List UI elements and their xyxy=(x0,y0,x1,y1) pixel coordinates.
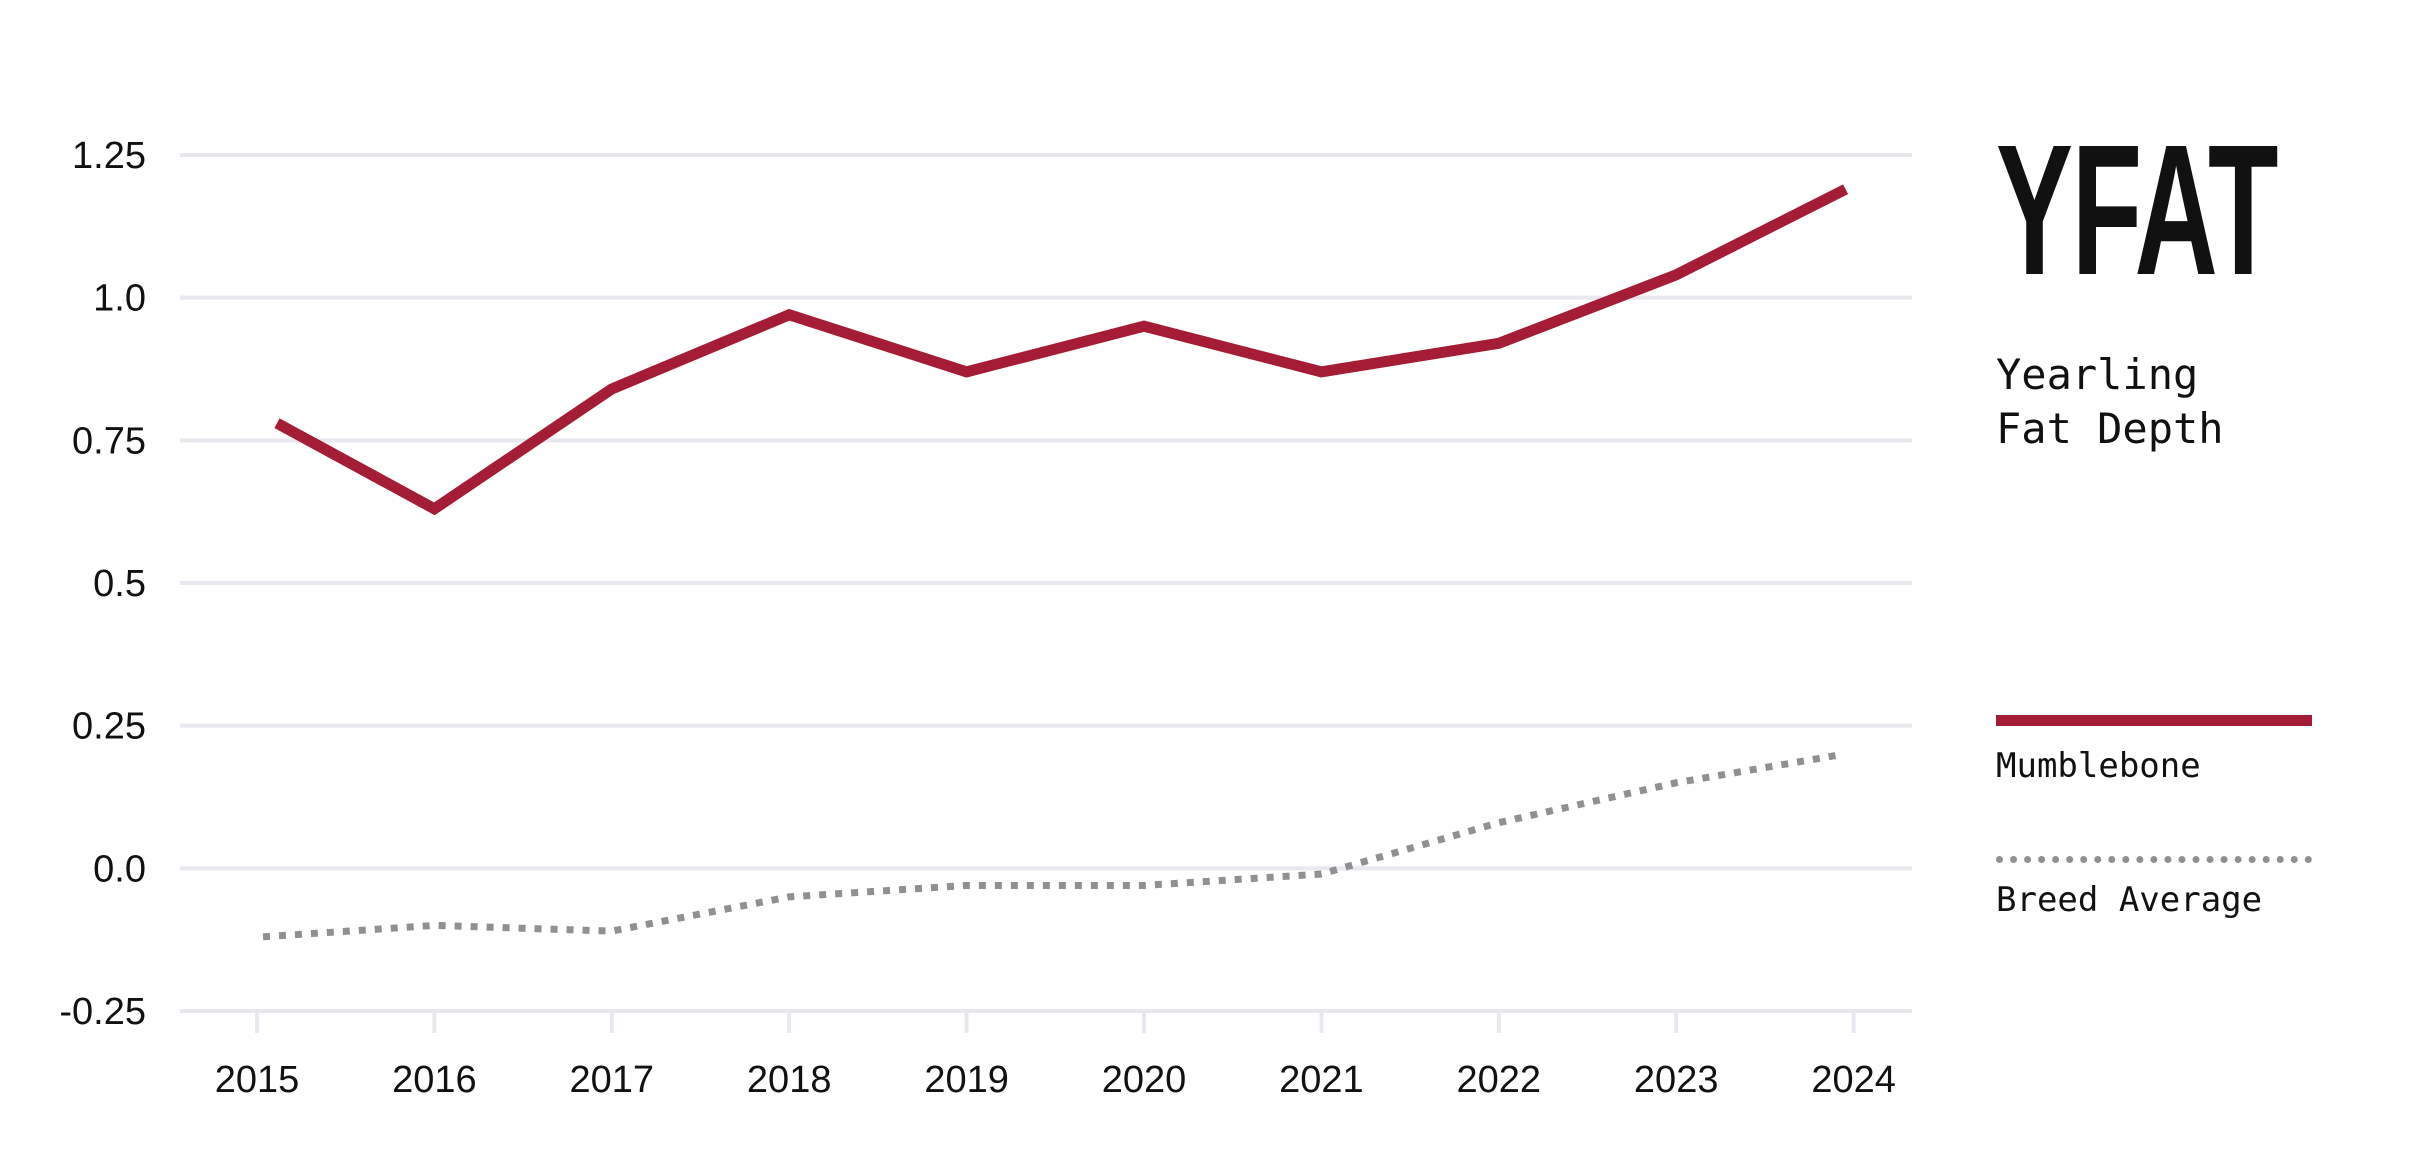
x-tick-label: 2024 xyxy=(1811,1059,1896,1101)
y-tick-label: 0.0 xyxy=(93,848,146,890)
y-tick-label: -0.25 xyxy=(59,991,146,1033)
series-line-mumblebone xyxy=(274,184,1849,516)
legend-swatch-mumblebone xyxy=(1996,715,2312,726)
y-tick-label: 1.0 xyxy=(93,278,146,320)
y-tick-label: 0.5 xyxy=(93,563,146,605)
x-tick-label: 2018 xyxy=(747,1059,832,1101)
y-tick-label: 1.25 xyxy=(72,135,146,177)
legend-label-breed-average: Breed Average xyxy=(1996,880,2263,920)
y-tick-label: 0.25 xyxy=(72,706,146,748)
chart-subtitle: Yearling Fat Depth xyxy=(1996,348,2224,456)
subtitle-line-1: Yearling xyxy=(1996,350,2199,399)
x-tick-label: 2021 xyxy=(1279,1059,1364,1101)
x-tick-label: 2022 xyxy=(1457,1059,1542,1101)
y-tick-label: 0.75 xyxy=(72,420,146,462)
series-line-breed-average xyxy=(262,750,1845,941)
subtitle-line-2: Fat Depth xyxy=(1996,404,2224,453)
chart-badge: YFAT xyxy=(1996,107,2278,314)
legend-label-mumblebone: Mumblebone xyxy=(1996,746,2201,786)
x-tick-label: 2017 xyxy=(570,1059,655,1101)
x-tick-label: 2016 xyxy=(392,1059,477,1101)
x-tick-label: 2015 xyxy=(215,1059,300,1101)
x-tick-label: 2020 xyxy=(1102,1059,1187,1101)
x-tick-label: 2019 xyxy=(924,1059,1009,1101)
legend-swatch-breed-average xyxy=(1996,856,2312,863)
x-tick-label: 2023 xyxy=(1634,1059,1719,1101)
